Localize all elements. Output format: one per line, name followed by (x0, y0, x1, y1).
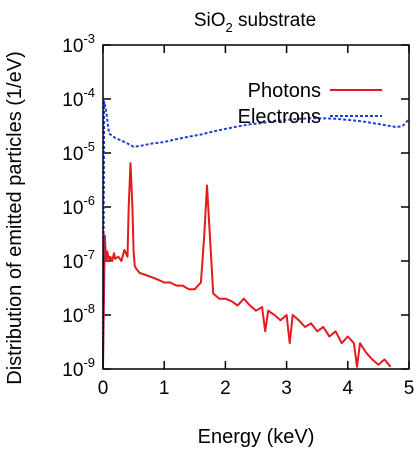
y-tick-exponent: -9 (83, 355, 95, 370)
x-axis-label: Energy (keV) (198, 426, 315, 448)
series-layer (102, 100, 410, 370)
legend-label: Photons (248, 80, 321, 102)
y-tick-exponent: -3 (83, 31, 95, 46)
chart-title-main: SiO (194, 10, 226, 31)
y-tick-label: 10-6 (62, 193, 95, 219)
x-tick-label: 5 (404, 378, 415, 399)
plot-frame (102, 44, 410, 370)
y-tick-base: 10 (62, 36, 83, 57)
chart-title-rest: substrate (233, 10, 316, 31)
y-tick-label: 10-4 (62, 85, 95, 111)
series-line-electrons (102, 100, 410, 370)
x-tick-label: 3 (281, 378, 292, 399)
y-tick-exponent: -5 (83, 139, 95, 154)
legend: Photons Electrons (238, 80, 382, 128)
y-tick-label: 10-9 (62, 355, 95, 381)
y-tick-base: 10 (62, 252, 83, 273)
chart-title-subscript: 2 (226, 20, 233, 35)
y-tick-base: 10 (62, 144, 83, 165)
y-tick-exponent: -6 (83, 193, 95, 208)
y-tick-exponent: -7 (83, 247, 95, 262)
y-tick-label: 10-8 (62, 301, 95, 327)
y-tick-exponent: -4 (83, 85, 95, 100)
y-tick-label: 10-5 (62, 139, 95, 165)
y-tick-exponent: -8 (83, 301, 95, 316)
chart-title: SiO2 substrate (194, 10, 316, 35)
y-tick-base: 10 (62, 198, 83, 219)
x-tick-label: 2 (220, 378, 231, 399)
y-tick-base: 10 (62, 306, 83, 327)
x-tick-label: 1 (159, 378, 170, 399)
y-tick-label: 10-7 (62, 247, 95, 273)
y-tick-base: 10 (62, 360, 83, 381)
legend-label: Electrons (238, 106, 321, 128)
y-tick-base: 10 (62, 90, 83, 111)
x-tick-label: 0 (98, 378, 109, 399)
y-tick-label: 10-3 (62, 31, 95, 57)
series-line-photons (102, 162, 392, 368)
x-tick-label: 4 (343, 378, 354, 399)
y-axis-label: Distribution of emitted particles (1/eV) (4, 51, 26, 384)
